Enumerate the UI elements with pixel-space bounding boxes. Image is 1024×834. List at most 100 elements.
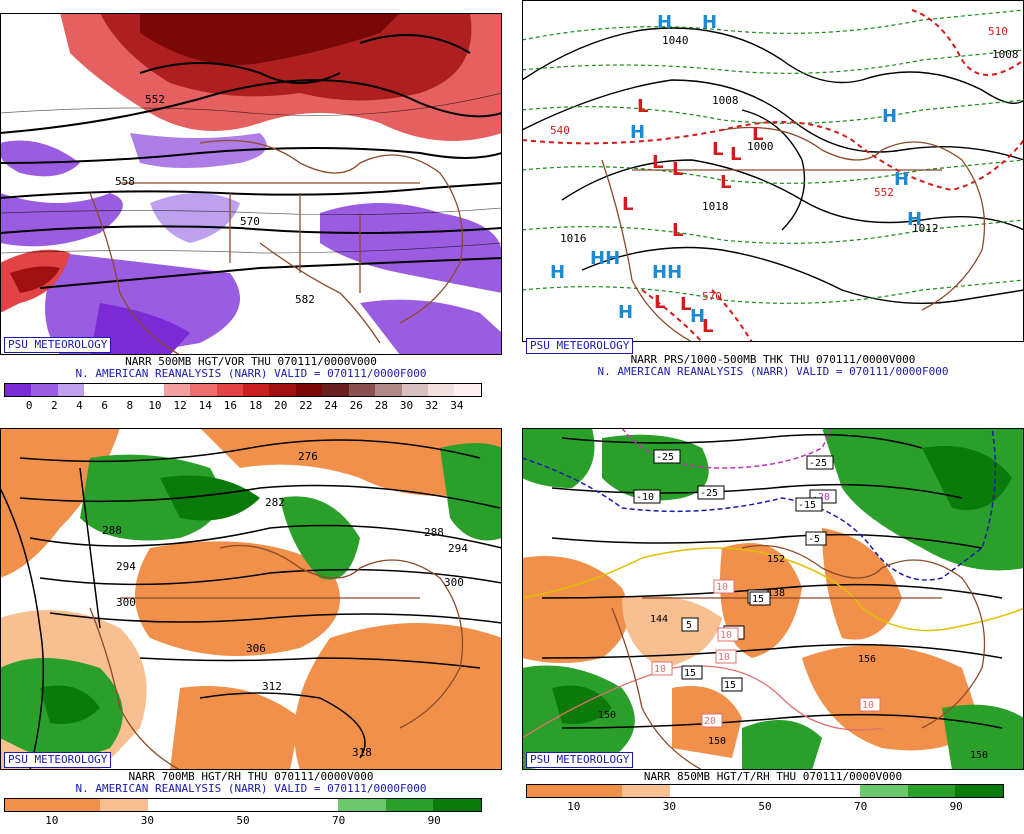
colorbar-swatch: [385, 799, 434, 811]
contour-label: 300: [444, 576, 464, 589]
colorbar-swatch: [812, 785, 861, 797]
svg-text:L: L: [720, 172, 731, 193]
temp-box: 5: [681, 617, 699, 632]
caption-line1: NARR PRS/1000-500MB THK THU 070111/0000V…: [630, 353, 916, 366]
contour-label: 288: [102, 524, 122, 537]
panel-850mb: -25 -25 -10 -25 -20 -15 -5 152 138 144 1…: [522, 428, 1024, 834]
contour-label: -10: [636, 492, 654, 503]
temp-box: 10: [713, 579, 735, 594]
psu-badge: PSU METEOROLOGY: [526, 338, 634, 354]
colorbar-swatch: [290, 799, 339, 811]
contour-label: 10: [654, 664, 666, 675]
colorbar-swatch: [295, 384, 323, 396]
contour-label: 138: [767, 588, 785, 599]
colorbar-swatch: [527, 785, 575, 797]
colorbar-tick-label: 30: [140, 814, 155, 827]
contour-label: 318: [352, 746, 372, 759]
caption-line2: N. AMERICAN REANALYSIS (NARR) VALID = 07…: [75, 367, 427, 380]
colorbar-tick-label: 50: [236, 814, 250, 827]
contour-label: 150: [708, 736, 726, 747]
svg-text:H: H: [882, 106, 897, 127]
contour-label: 558: [115, 175, 135, 188]
svg-text:H: H: [894, 169, 909, 190]
temp-box: 20: [701, 713, 723, 728]
temp-box: 10: [859, 697, 881, 712]
contour-label: 288: [424, 526, 444, 539]
contour-label: 510: [988, 25, 1008, 38]
colorbar-ticks: 10 30 50 70 90: [526, 800, 1004, 814]
contour-label: 570: [702, 290, 722, 303]
colorbar: [526, 784, 1004, 798]
temp-box: 10: [651, 661, 673, 676]
contour-label: -25: [656, 452, 674, 463]
temp-box: 15: [721, 677, 743, 692]
colorbar-tick-label: 10: [148, 399, 162, 412]
temp-box: 10: [715, 649, 737, 664]
contour-label: 10: [716, 582, 728, 593]
contour-label: 552: [874, 186, 894, 199]
svg-text:H: H: [550, 262, 565, 283]
contour-label: 10: [720, 630, 732, 641]
svg-text:L: L: [712, 139, 723, 160]
colorbar-tick-label: 22: [299, 399, 313, 412]
colorbar-tick-label: 30: [662, 800, 677, 813]
panel-700mb: 276 282 288 294 300 306 312 318 288 294 …: [0, 428, 502, 834]
colorbar-tick-label: 34: [450, 399, 464, 412]
temp-box: -5: [805, 531, 827, 546]
colorbar-swatch: [57, 384, 85, 396]
svg-text:L: L: [730, 144, 741, 165]
contour-label: 294: [116, 560, 136, 573]
svg-text:H: H: [630, 122, 645, 143]
contour-label: 306: [246, 642, 266, 655]
contour-label: 1000: [747, 140, 774, 153]
temp-box: 10: [717, 627, 739, 642]
colorbar-tick-label: 18: [248, 399, 263, 412]
contour-label: 1016: [560, 232, 587, 245]
contour-label: 150: [970, 750, 988, 761]
colorbar-swatch: [137, 384, 164, 396]
colorbar-tick-label: 30: [399, 399, 414, 412]
psu-badge: PSU METEOROLOGY: [4, 337, 112, 353]
colorbar-swatch: [52, 799, 101, 811]
contour-label: 1018: [702, 200, 729, 213]
contour-label: 144: [650, 614, 668, 625]
colorbar-swatch: [190, 384, 217, 396]
contour-label: 276: [298, 450, 318, 463]
temp-box: -10: [633, 489, 661, 504]
svg-text:L: L: [702, 316, 713, 337]
colorbar-tick-label: 50: [758, 800, 772, 813]
colorbar-tick-label: 20: [274, 399, 288, 412]
contour-label: 15: [724, 680, 736, 691]
contour-label: 156: [858, 654, 876, 665]
contour-label: 20: [704, 716, 716, 727]
contour-label: -25: [700, 488, 718, 499]
colorbar-swatch: [622, 785, 670, 797]
colorbar-ticks: 10 30 50 70 90: [4, 814, 482, 828]
colorbar-swatch: [5, 799, 53, 811]
contour-label: 1008: [712, 94, 739, 107]
psu-badge: PSU METEOROLOGY: [4, 752, 112, 768]
contour-label: 582: [295, 293, 315, 306]
colorbar-tick-label: 4: [76, 399, 83, 412]
colorbar-swatch: [717, 785, 765, 797]
temp-box: -25: [697, 485, 725, 500]
colorbar-tick-label: 90: [949, 800, 963, 813]
svg-text:HH: HH: [590, 248, 620, 269]
svg-text:L: L: [622, 194, 633, 215]
svg-text:L: L: [680, 294, 691, 315]
colorbar-tick-label: 70: [853, 800, 868, 813]
svg-text:L: L: [752, 124, 763, 145]
colorbar-swatch: [5, 384, 32, 396]
colorbar-tick-label: 70: [331, 814, 346, 827]
contour-label: 15: [752, 594, 764, 605]
colorbar-tick-label: 12: [173, 399, 187, 412]
contour-label: -15: [798, 500, 816, 511]
contour-label: 282: [265, 496, 285, 509]
temp-box: -25: [806, 455, 834, 470]
psu-badge: PSU METEOROLOGY: [526, 752, 634, 768]
contour-label: 150: [598, 710, 616, 721]
contour-label: 312: [262, 680, 282, 693]
temp-box: 15: [681, 665, 703, 680]
svg-text:H: H: [907, 209, 922, 230]
colorbar-swatch: [428, 384, 455, 396]
